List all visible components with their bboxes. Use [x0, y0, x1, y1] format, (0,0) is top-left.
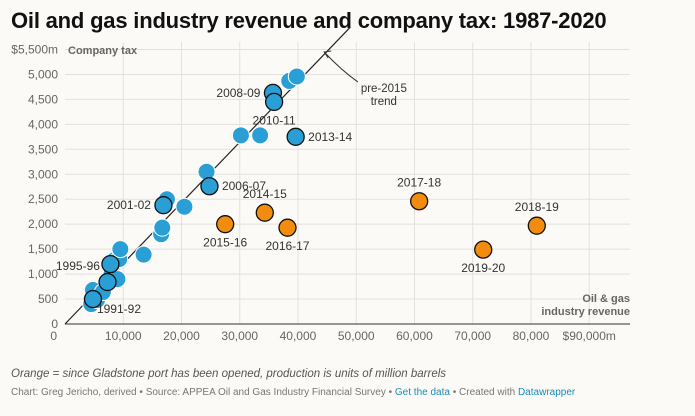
scatter-point-orange	[255, 203, 274, 222]
footer-created-with: Created with	[459, 387, 516, 398]
x-tick-label: 70,000	[454, 329, 491, 343]
trend-label: pre-2015	[361, 83, 407, 95]
scatter-point-orange	[409, 192, 429, 211]
point-label: 2014-15	[243, 187, 287, 201]
datawrapper-link[interactable]: Datawrapper	[517, 387, 576, 398]
scatter-point-orange	[216, 215, 235, 234]
y-tick-label: 1,500	[28, 242, 58, 256]
x-axis-title: Oil & gas	[582, 293, 630, 305]
y-tick-label: 3,500	[28, 142, 58, 156]
point-label: 2006-07	[222, 179, 266, 193]
tick-layer: 0 500 1,000 1,500 2,000 2,500 3,000 3,500 4,000 4…	[11, 42, 616, 343]
y-tick-label: 0	[51, 317, 58, 331]
x-tick-label: 80,000	[513, 329, 550, 343]
scatter-point-orange	[474, 240, 493, 259]
get-data-link[interactable]: Get the data	[394, 387, 450, 398]
y-tick-label: 500	[38, 292, 58, 306]
scatter-point-highlight	[264, 92, 284, 112]
scatter-point	[175, 197, 194, 216]
point-label: 2015-16	[203, 236, 247, 250]
trend-arrowhead	[323, 50, 332, 59]
trend-arrow	[323, 51, 359, 83]
y-tick-label: 1,000	[28, 267, 58, 281]
y-tick-label: 2,500	[28, 192, 58, 206]
scatter-point	[111, 240, 130, 259]
grid-layer	[65, 42, 630, 324]
point-label: 2018-19	[515, 200, 559, 214]
scatter-point	[251, 126, 270, 145]
footer-separator: •	[452, 387, 457, 398]
scatter-point-highlight	[286, 127, 305, 146]
scatter-point-highlight	[200, 177, 219, 196]
y-tick-label: $5,500m	[11, 42, 58, 56]
x-tick-label: 40,000	[280, 329, 317, 343]
scatter-point-orange	[278, 218, 297, 237]
scatter-chart: 0 500 1,000 1,500 2,000 2,500 3,000 3,500 4,000 4…	[11, 26, 630, 343]
y-tick-label: 4,000	[28, 117, 58, 131]
scatter-point	[153, 218, 172, 237]
chart-note: Orange = since Gladstone port has been o…	[11, 368, 447, 380]
scatter-point-highlight	[83, 289, 103, 309]
footer-separator: •	[139, 387, 143, 398]
footer-separator: •	[388, 387, 393, 398]
label-layer: 1991-92 1995-96 2001-02 2006-07 2008-09 2010-…	[56, 86, 559, 316]
x-tick-label: 60,000	[396, 329, 433, 343]
point-label: 2019-20	[461, 261, 505, 275]
point-label: 1991-92	[97, 302, 141, 316]
scatter-point	[287, 67, 306, 86]
x-tick-label: 50,000	[338, 329, 375, 343]
point-label: 2016-17	[265, 239, 309, 253]
point-label: 2008-09	[216, 86, 260, 100]
scatter-point-highlight	[154, 196, 173, 215]
trend-label: trend	[371, 96, 397, 108]
scatter-point-orange	[527, 216, 546, 235]
x-tick-label: $90,000m	[563, 329, 616, 343]
chart-footer: Chart: Greg Jericho, derived • Source: A…	[11, 387, 575, 398]
y-tick-label: 5,000	[28, 67, 58, 81]
y-tick-label: 3,000	[28, 167, 58, 181]
point-label: 1995-96	[56, 259, 100, 273]
point-label: 2013-14	[308, 130, 352, 144]
point-label: 2001-02	[107, 198, 151, 212]
x-tick-label: 30,000	[221, 329, 258, 343]
point-label: 2017-18	[397, 176, 441, 190]
x-tick-label: 0	[50, 329, 57, 343]
chart-title: Oil and gas industry revenue and company…	[11, 8, 607, 33]
y-tick-label: 2,000	[28, 217, 58, 231]
scatter-point	[134, 245, 153, 264]
scatter-point	[231, 126, 250, 145]
footer-source: Source: APPEA Oil and Gas Industry Finan…	[145, 387, 386, 398]
x-axis-title: industry revenue	[541, 306, 630, 318]
x-tick-label: 10,000	[105, 329, 142, 343]
y-tick-label: 4,500	[28, 92, 58, 106]
scatter-point-highlight	[98, 272, 117, 292]
point-label: 2010-11	[253, 113, 296, 127]
scatter-point-highlight	[101, 254, 120, 274]
point-layer	[82, 67, 546, 314]
y-axis-title: Company tax	[68, 45, 138, 57]
x-tick-label: 20,000	[163, 329, 200, 343]
footer-chart-by: Chart: Greg Jericho, derived	[11, 387, 137, 398]
